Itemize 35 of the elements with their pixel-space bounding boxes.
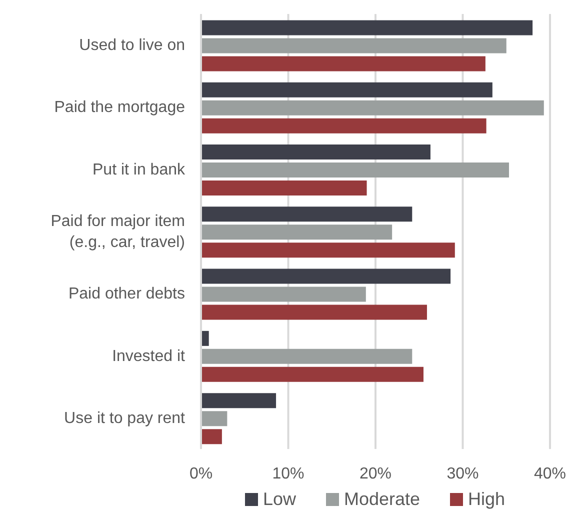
legend-label: High (467, 489, 506, 510)
y-tick-label: Used to live on (79, 36, 185, 54)
y-tick-label: Invested it (112, 347, 186, 364)
bar (201, 224, 392, 240)
legend-label: Moderate (342, 489, 420, 510)
bar (201, 242, 455, 258)
x-tick-label: 30% (446, 465, 479, 482)
bar (201, 429, 222, 444)
bar (201, 20, 533, 36)
bar (201, 206, 412, 222)
bar (201, 118, 486, 134)
bar (201, 144, 430, 160)
bar (201, 268, 451, 284)
x-tick-label: 10% (272, 465, 304, 482)
bar (201, 162, 509, 178)
bar (201, 393, 276, 408)
y-tick-label: Use it to pay rent (64, 409, 186, 426)
y-tick-label: Put it in bank (92, 160, 186, 178)
bar (201, 304, 427, 320)
bar (201, 411, 228, 426)
x-tick-label: 20% (359, 465, 392, 482)
bar (201, 286, 366, 302)
bar (201, 348, 412, 364)
bar (201, 100, 544, 116)
legend-label: Low (262, 489, 296, 510)
bar (201, 82, 492, 98)
bar (201, 366, 424, 382)
bar (201, 56, 486, 72)
bar (201, 38, 506, 54)
y-tick-label: Paid for major item (e.g., car, travel) (50, 212, 185, 250)
x-tick-label: 0% (189, 465, 213, 482)
y-tick-label: Paid the mortgage (54, 98, 186, 116)
y-tick-label: Paid other debts (68, 285, 185, 302)
x-tick-label: 40% (534, 465, 566, 482)
bar (201, 180, 367, 196)
